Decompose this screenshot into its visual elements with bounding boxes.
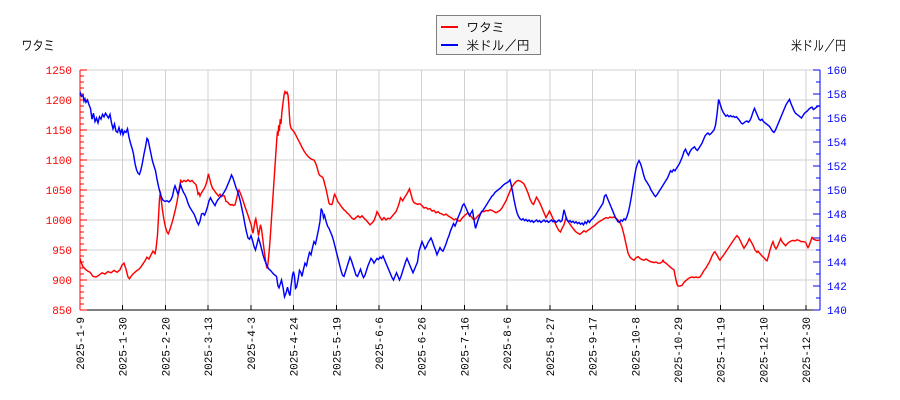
svg-text:152: 152 xyxy=(827,162,847,174)
svg-text:1050: 1050 xyxy=(46,186,72,198)
svg-text:140: 140 xyxy=(827,306,847,318)
svg-text:158: 158 xyxy=(827,90,847,102)
svg-text:2025-10-29: 2025-10-29 xyxy=(674,317,686,383)
svg-text:1150: 1150 xyxy=(46,126,72,138)
svg-text:160: 160 xyxy=(827,66,847,78)
svg-text:2025-1-9: 2025-1-9 xyxy=(76,317,88,370)
svg-text:1250: 1250 xyxy=(46,66,72,78)
svg-text:144: 144 xyxy=(827,258,847,270)
svg-text:2025-9-17: 2025-9-17 xyxy=(589,317,601,376)
svg-text:950: 950 xyxy=(52,246,72,258)
svg-text:1200: 1200 xyxy=(46,96,72,108)
svg-text:156: 156 xyxy=(827,114,847,126)
svg-text:1100: 1100 xyxy=(46,156,72,168)
svg-text:850: 850 xyxy=(52,306,72,318)
svg-text:2025-6-6: 2025-6-6 xyxy=(375,317,387,370)
svg-text:2025-12-10: 2025-12-10 xyxy=(759,317,771,383)
svg-text:2025-11-19: 2025-11-19 xyxy=(717,317,729,383)
svg-text:2025-12-30: 2025-12-30 xyxy=(802,317,814,383)
svg-text:146: 146 xyxy=(827,234,847,246)
svg-text:2025-4-3: 2025-4-3 xyxy=(247,317,259,370)
svg-text:2025-2-20: 2025-2-20 xyxy=(161,317,173,376)
svg-text:150: 150 xyxy=(827,186,847,198)
svg-text:154: 154 xyxy=(827,138,847,150)
svg-text:2025-6-26: 2025-6-26 xyxy=(418,317,430,376)
svg-text:1000: 1000 xyxy=(46,216,72,228)
svg-text:900: 900 xyxy=(52,276,72,288)
svg-text:2025-8-6: 2025-8-6 xyxy=(503,317,515,370)
svg-text:2025-4-24: 2025-4-24 xyxy=(290,317,302,377)
svg-text:142: 142 xyxy=(827,282,847,294)
svg-text:2025-1-30: 2025-1-30 xyxy=(119,317,131,376)
svg-text:2025-3-13: 2025-3-13 xyxy=(204,317,216,376)
svg-text:2025-5-19: 2025-5-19 xyxy=(332,317,344,376)
svg-text:148: 148 xyxy=(827,210,847,222)
svg-text:2025-8-27: 2025-8-27 xyxy=(546,317,558,376)
svg-text:2025-7-16: 2025-7-16 xyxy=(460,317,472,376)
svg-text:2025-10-8: 2025-10-8 xyxy=(631,317,643,376)
